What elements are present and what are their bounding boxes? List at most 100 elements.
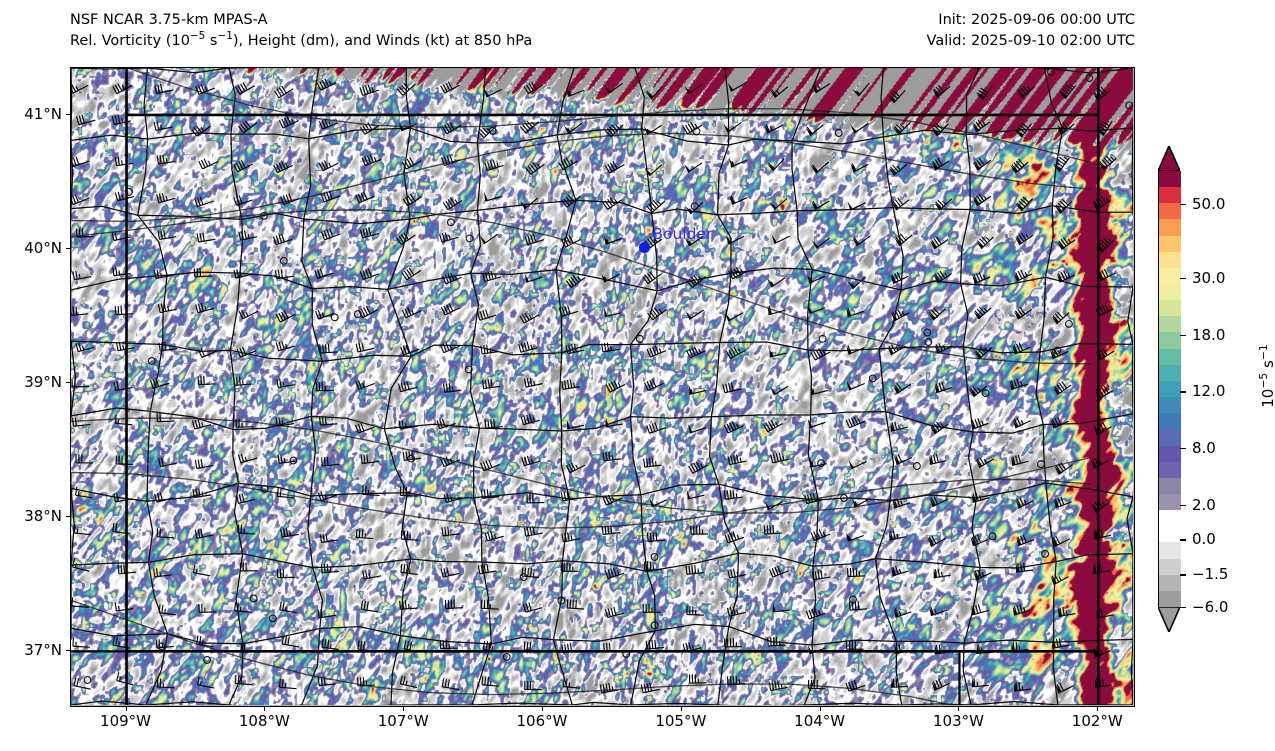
map-line: [848, 382, 865, 391]
map-line: [930, 606, 935, 615]
map-line: [488, 459, 493, 468]
map-line: [359, 87, 364, 96]
map-line: [383, 68, 412, 705]
map-line: [771, 351, 774, 357]
wind-barb-flag: [1050, 419, 1056, 429]
map-line: [894, 608, 899, 617]
map-line: [646, 458, 649, 467]
map-line: [810, 532, 815, 541]
valid-time-label: Valid: 2025-09-10 02:00 UTC: [926, 33, 1135, 49]
map-line: [814, 351, 831, 361]
map-line: [116, 672, 120, 681]
map-line: [1024, 271, 1028, 277]
map-line: [283, 457, 286, 463]
map-line: [1100, 86, 1107, 94]
colorbar-label-mid: s: [1258, 359, 1275, 373]
map-line: [811, 389, 828, 396]
map-line: [323, 230, 328, 240]
map-line: [525, 167, 532, 175]
map-line: [564, 644, 567, 653]
map-line: [200, 84, 205, 93]
map-line: [490, 531, 494, 540]
station-circle: [279, 256, 288, 265]
map-line: [484, 162, 488, 171]
map-line: [1020, 87, 1027, 95]
station-circle: [446, 218, 455, 227]
map-line: [193, 127, 200, 135]
map-line: [408, 568, 411, 574]
map-line: [1017, 270, 1023, 279]
map-line: [778, 452, 782, 462]
map-line: [409, 157, 415, 166]
map-line: [694, 123, 698, 129]
map-line: [367, 122, 373, 131]
map-line: [1010, 380, 1015, 389]
map-line: [565, 280, 572, 288]
map-line: [730, 455, 734, 465]
wind-barb-flag: [1016, 90, 1024, 98]
map-line: [1099, 161, 1106, 169]
colorbar-under-arrow: [1158, 607, 1180, 632]
map-line: [364, 486, 367, 495]
map-line: [888, 345, 894, 354]
map-line: [155, 568, 159, 577]
map-line: [1101, 239, 1108, 247]
map-line: [112, 530, 130, 535]
map-line: [771, 681, 775, 691]
wind-barb-flag: [1053, 498, 1059, 508]
map-line: [814, 570, 818, 580]
map-line: [403, 564, 406, 573]
map-line: [897, 424, 901, 430]
map-line: [647, 273, 662, 285]
map-line: [1100, 240, 1114, 253]
map-line: [150, 380, 154, 389]
map-line: [890, 344, 897, 353]
map-line: [780, 683, 783, 689]
map-line: [682, 643, 686, 652]
wind-barb-flag: [973, 571, 979, 580]
map-line: [1096, 647, 1101, 656]
wind-barb-flag: [643, 126, 650, 135]
map-line: [358, 310, 364, 319]
colorbar-band-0: [1159, 171, 1181, 188]
map-line: [446, 304, 451, 313]
field-title-pre: Rel. Vorticity (10: [70, 33, 190, 49]
map-line: [364, 156, 369, 165]
map-line: [406, 640, 410, 650]
map-line: [928, 537, 934, 546]
map-line: [726, 607, 730, 617]
map-line: [479, 129, 487, 137]
map-line: [116, 492, 119, 502]
map-line: [610, 345, 613, 351]
colorbar-band-25: [1159, 574, 1181, 592]
map-line: [524, 456, 528, 466]
map-line: [1098, 678, 1102, 687]
map-line: [321, 416, 324, 425]
map-line: [281, 340, 285, 350]
y-tick-label-3: 38°N: [24, 507, 62, 526]
map-line: [977, 604, 982, 613]
map-line: [650, 201, 657, 209]
map-line: [775, 421, 779, 427]
wind-barb-flag: [890, 274, 896, 284]
map-line: [482, 310, 486, 319]
wind-barb-flag: [892, 127, 901, 135]
map-line: [602, 348, 620, 353]
map-line: [528, 414, 533, 423]
map-line: [113, 381, 117, 391]
map-line: [520, 416, 524, 425]
map-line: [976, 195, 982, 203]
map-line: [601, 525, 604, 535]
map-line: [1105, 155, 1113, 163]
map-line: [275, 238, 293, 246]
map-line: [897, 454, 903, 463]
map-line: [157, 84, 161, 94]
map-line: [281, 118, 287, 128]
colorbar-tick-7: [1180, 574, 1186, 576]
map-line: [935, 454, 939, 463]
colorbar-tick-3: [1180, 391, 1186, 393]
map-line: [157, 230, 161, 240]
map-line: [936, 236, 942, 245]
wind-barb-flag: [764, 501, 771, 510]
x-tick-label-7: 102°W: [1071, 712, 1123, 730]
